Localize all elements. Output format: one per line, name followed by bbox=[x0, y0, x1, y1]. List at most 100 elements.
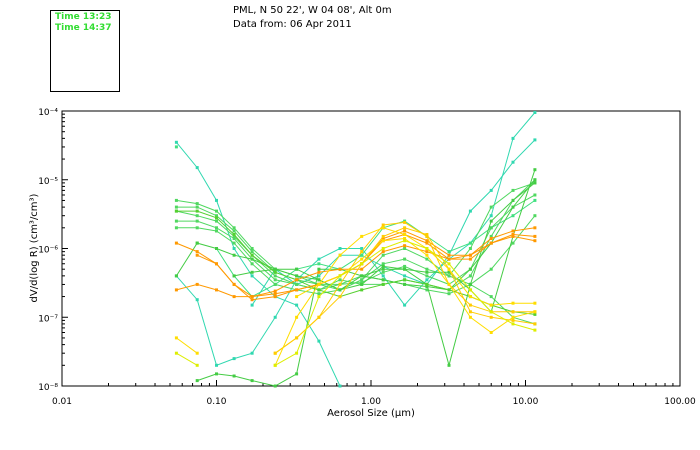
data-point bbox=[338, 282, 342, 286]
legend-entry-2: Time 14:37 bbox=[55, 23, 112, 33]
data-point bbox=[511, 322, 515, 326]
data-point bbox=[215, 219, 218, 223]
series-line bbox=[216, 199, 536, 298]
data-point bbox=[174, 351, 178, 355]
data-point bbox=[468, 295, 472, 299]
data-point bbox=[232, 241, 236, 245]
data-point bbox=[381, 274, 385, 278]
legend-entry-1: Time 13:23 bbox=[55, 12, 112, 22]
data-point bbox=[360, 267, 364, 271]
data-point bbox=[489, 303, 493, 307]
data-point bbox=[511, 310, 515, 314]
data-point bbox=[403, 244, 407, 248]
data-point bbox=[511, 233, 515, 236]
data-point bbox=[425, 253, 429, 257]
data-point bbox=[381, 247, 385, 250]
data-point bbox=[425, 267, 429, 271]
data-point bbox=[403, 278, 407, 282]
data-point bbox=[489, 219, 493, 223]
data-point bbox=[425, 278, 429, 282]
x-tick-label: 100.00 bbox=[664, 397, 696, 407]
x-axis-label: Aerosol Size (μm) bbox=[327, 408, 415, 419]
data-point bbox=[195, 209, 199, 213]
data-point bbox=[215, 372, 218, 376]
y-axis: 10⁻⁸ 10⁻⁷ 10⁻⁶ 10⁻⁵ 10⁻⁴ bbox=[38, 108, 68, 393]
data-point bbox=[273, 384, 277, 388]
data-point bbox=[295, 295, 299, 299]
data-point bbox=[317, 270, 321, 274]
data-point bbox=[295, 282, 299, 286]
data-point bbox=[447, 292, 451, 296]
data-point bbox=[195, 166, 199, 170]
data-point bbox=[360, 247, 364, 250]
data-point bbox=[232, 274, 236, 278]
data-point bbox=[403, 237, 407, 240]
data-point bbox=[215, 214, 218, 218]
data-point bbox=[447, 262, 451, 266]
data-point bbox=[295, 303, 299, 307]
data-point bbox=[215, 198, 218, 202]
data-point bbox=[489, 331, 493, 334]
y-tick-label: 10⁻⁶ bbox=[38, 246, 58, 256]
data-point bbox=[489, 188, 493, 192]
data-point bbox=[360, 274, 364, 278]
data-point bbox=[295, 274, 299, 278]
data-point bbox=[295, 278, 299, 282]
data-point bbox=[273, 351, 277, 355]
data-point bbox=[425, 285, 429, 288]
data-point bbox=[381, 253, 385, 257]
data-point bbox=[489, 295, 493, 299]
data-point bbox=[338, 295, 342, 299]
data-point bbox=[232, 226, 236, 230]
data-point bbox=[489, 214, 493, 218]
series-line bbox=[176, 194, 536, 285]
data-point bbox=[273, 292, 277, 296]
data-point bbox=[360, 262, 364, 266]
location-text: PML, N 50 22', W 04 08', Alt 0m bbox=[233, 5, 392, 16]
data-point bbox=[250, 262, 254, 266]
data-point bbox=[533, 301, 537, 305]
data-point bbox=[425, 288, 429, 292]
data-point bbox=[338, 274, 342, 278]
data-point bbox=[447, 363, 451, 367]
data-point bbox=[511, 205, 515, 209]
data-point bbox=[174, 140, 178, 144]
data-point bbox=[174, 336, 178, 340]
data-point bbox=[250, 274, 254, 278]
data-point bbox=[174, 205, 178, 209]
data-point bbox=[174, 219, 178, 223]
data-point bbox=[215, 229, 218, 233]
data-point bbox=[468, 288, 472, 292]
data-point bbox=[403, 267, 407, 271]
data-point bbox=[360, 253, 364, 257]
data-point bbox=[403, 257, 407, 261]
series-12 bbox=[195, 178, 537, 388]
data-point bbox=[533, 214, 537, 218]
data-point bbox=[360, 288, 364, 292]
data-point bbox=[338, 278, 342, 282]
y-tick-label: 10⁻⁷ bbox=[38, 314, 58, 324]
data-point bbox=[489, 267, 493, 271]
data-point bbox=[489, 205, 493, 209]
data-point bbox=[403, 226, 407, 230]
data-point bbox=[381, 262, 385, 266]
data-point bbox=[381, 234, 385, 238]
data-point bbox=[232, 295, 236, 299]
data-point bbox=[447, 253, 451, 257]
data-point bbox=[232, 234, 236, 238]
series-line bbox=[176, 337, 198, 354]
data-point bbox=[195, 202, 199, 206]
data-point bbox=[174, 209, 178, 213]
data-point bbox=[195, 298, 199, 302]
data-point bbox=[511, 301, 515, 305]
data-point bbox=[232, 253, 236, 257]
data-point bbox=[273, 270, 277, 274]
data-point bbox=[533, 226, 537, 230]
plot-frame bbox=[61, 110, 681, 387]
series-2 bbox=[174, 111, 537, 367]
data-point bbox=[468, 241, 472, 245]
data-point bbox=[232, 237, 236, 240]
data-point bbox=[447, 257, 451, 261]
x-tick-label: 0.01 bbox=[52, 397, 72, 407]
data-point bbox=[403, 247, 407, 250]
